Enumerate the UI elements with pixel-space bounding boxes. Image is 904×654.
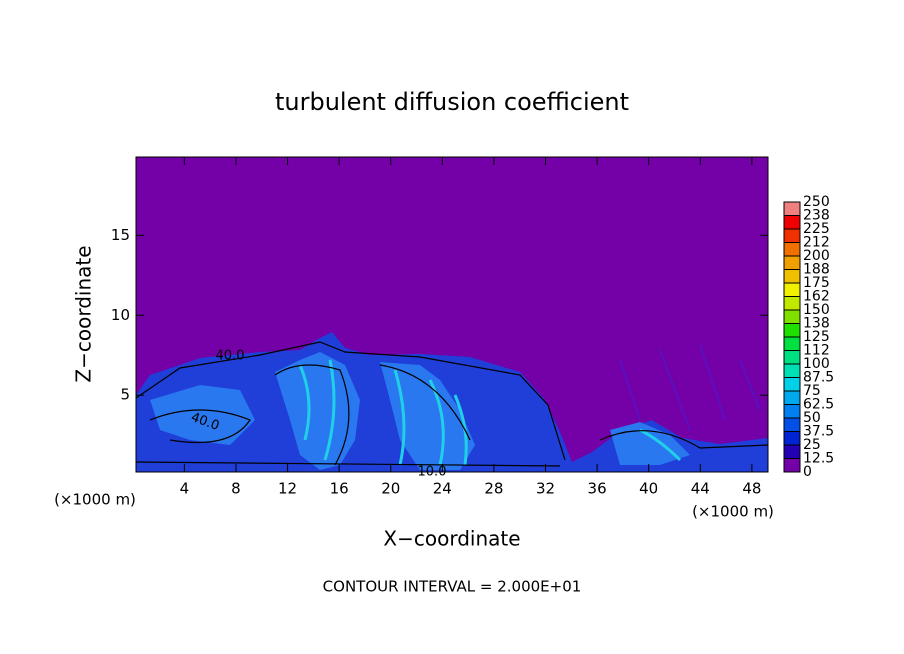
colorbar-label: 188 bbox=[803, 262, 830, 278]
plot-frame bbox=[135, 156, 769, 473]
colorbar-band bbox=[784, 445, 800, 459]
colorbar-band bbox=[784, 350, 800, 364]
colorbar-label: 75 bbox=[803, 383, 821, 399]
colorbar-band bbox=[784, 202, 800, 216]
colorbar-band bbox=[784, 296, 800, 310]
colorbar-label: 238 bbox=[803, 208, 830, 224]
x-axis-label: X−coordinate bbox=[383, 527, 520, 551]
colorbar-band bbox=[784, 215, 800, 229]
colorbar-band bbox=[784, 256, 800, 270]
y-axis-label: Z−coordinate bbox=[72, 245, 96, 382]
colorbar-label: 200 bbox=[803, 248, 830, 264]
x-unit: (×1000 m) bbox=[54, 491, 136, 509]
colorbar-label: 112 bbox=[803, 343, 830, 359]
colorbar-label: 250 bbox=[803, 194, 830, 210]
colorbar-label: 212 bbox=[803, 235, 830, 251]
y-tick-label: 5 bbox=[120, 386, 130, 404]
chart-title: turbulent diffusion coefficient bbox=[275, 88, 629, 116]
x-tick-label: 12 bbox=[278, 480, 297, 498]
colorbar-label: 100 bbox=[803, 356, 830, 372]
x-unit: (×1000 m) bbox=[692, 503, 774, 521]
colorbar-label: 87.5 bbox=[803, 370, 834, 386]
footer: CONTOUR INTERVAL = 2.000E+01 bbox=[323, 578, 582, 596]
colorbar-band bbox=[784, 404, 800, 418]
colorbar-label: 62.5 bbox=[803, 397, 834, 413]
x-tick-label: 36 bbox=[588, 480, 607, 498]
colorbar-band bbox=[784, 418, 800, 432]
y-tick-label: 10 bbox=[111, 306, 130, 324]
colorbar-label: 12.5 bbox=[803, 451, 834, 467]
contour-label: 10.0 bbox=[418, 465, 447, 480]
colorbar-band bbox=[784, 458, 800, 472]
colorbar-band bbox=[784, 310, 800, 324]
colorbar-label: 162 bbox=[803, 289, 830, 305]
x-tick-label: 40 bbox=[639, 480, 658, 498]
colorbar-band bbox=[784, 364, 800, 378]
colorbar-label: 125 bbox=[803, 329, 830, 345]
colorbar-label: 50 bbox=[803, 410, 821, 426]
colorbar-band bbox=[784, 229, 800, 243]
colorbar-band bbox=[784, 242, 800, 256]
colorbar-label: 25 bbox=[803, 437, 821, 453]
colorbar-label: 37.5 bbox=[803, 424, 834, 440]
colorbar-band bbox=[784, 337, 800, 351]
colorbar-label: 138 bbox=[803, 316, 830, 332]
x-tick-label: 28 bbox=[484, 480, 503, 498]
colorbar-label: 0 bbox=[803, 464, 812, 480]
colorbar-band bbox=[784, 323, 800, 337]
x-tick-label: 24 bbox=[433, 480, 452, 498]
x-tick-label: 48 bbox=[742, 480, 761, 498]
colorbar-band bbox=[784, 431, 800, 445]
x-tick-label: 16 bbox=[330, 480, 349, 498]
colorbar-band bbox=[784, 269, 800, 283]
colorbar-band bbox=[784, 377, 800, 391]
colorbar-label: 150 bbox=[803, 302, 830, 318]
x-tick-label: 8 bbox=[231, 480, 241, 498]
contour-field bbox=[136, 157, 768, 472]
y-tick-label: 15 bbox=[111, 226, 130, 244]
x-tick-label: 44 bbox=[691, 480, 710, 498]
x-tick-label: 20 bbox=[381, 480, 400, 498]
colorbar-band bbox=[784, 391, 800, 405]
x-tick-label: 4 bbox=[180, 480, 190, 498]
colorbar-label: 225 bbox=[803, 221, 830, 237]
colorbar-label: 175 bbox=[803, 275, 830, 291]
contour-label: 40.0 bbox=[216, 349, 245, 364]
colorbar-band bbox=[784, 283, 800, 297]
x-tick-label: 32 bbox=[536, 480, 555, 498]
